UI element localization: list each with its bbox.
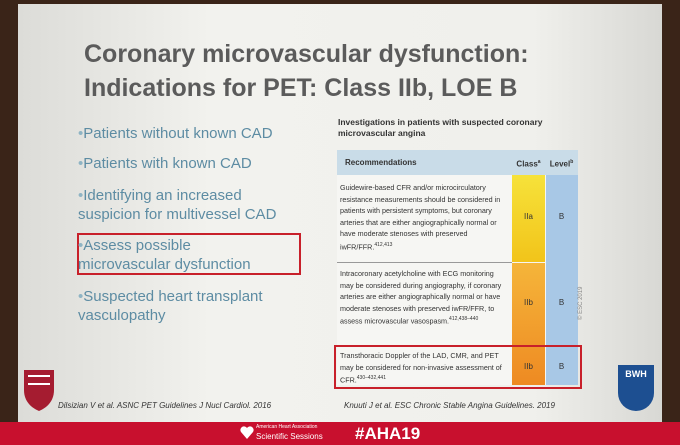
row-text: Guidewire-based CFR and/or microcirculat… [340,182,505,252]
table-caption: Investigations in patients with suspecte… [338,117,543,138]
level-label: B [558,298,565,307]
heart-logo [240,426,254,439]
logo-text: BWH [625,369,647,379]
shield-logo [24,370,54,411]
level-label: B [558,212,565,221]
header-text: Class [516,159,538,169]
header-text: Level [549,159,571,169]
banner [0,422,680,445]
bullet: •Suspected heart transplant vasculopathy [78,288,263,324]
reference: Dilsizian V et al. ASNC PET Guidelines J… [58,401,272,410]
hashtag: #AHA19 [355,424,421,443]
title-line: Indications for PET: Class IIb, LOE B [84,74,518,102]
bullet: •Patients with known CAD [78,155,252,172]
header-cell: Recommendations [337,150,512,175]
bullet: •Assess possible microvascular dysfuncti… [78,237,251,273]
row-refs: 412,413 [374,241,393,248]
row-text: Transthoracic Doppler of the LAD, CMR, a… [340,350,505,386]
copyright: © ESC 2019 [578,286,584,320]
row-rule [337,262,512,263]
bullet: •Patients without known CAD [78,125,273,142]
bullet-text: Patients with known CAD [83,155,252,172]
row-refs: 412,438–440 [449,316,479,322]
row-refs: 430–432,441 [356,375,386,381]
row-text: Transthoracic Doppler of the LAD, CMR, a… [340,351,502,385]
org-name: American Heart Association [256,424,318,430]
bullet: •Identifying an increased suspicion for … [78,187,277,223]
level-cell [546,175,578,385]
class-cell [512,263,545,385]
bwh-logo: BWH [618,365,654,411]
header-cell: Levelb [545,150,578,175]
reference: Knuuti J et al. ESC Chronic Stable Angin… [344,401,555,410]
footnote-mark: b [570,159,574,165]
row-text: Intracoronary acetylcholine with ECG mon… [340,268,505,327]
title-line: Coronary microvascular dysfunction: [84,40,529,68]
class-label: IIb [524,362,533,371]
footnote-mark: a [537,159,541,165]
class-cell [512,175,545,262]
level-label: B [558,362,565,371]
event-name: Scientific Sessions [256,432,323,441]
row-text: Guidewire-based CFR and/or microcirculat… [340,183,501,251]
header-cell: Classa [512,150,545,175]
bullet-text: Identifying an increased suspicion for m… [78,187,277,223]
highlight-box [334,345,582,389]
row-text: Intracoronary acetylcholine with ECG mon… [340,269,502,326]
bullet-text: Patients without known CAD [83,125,273,142]
class-label: IIa [524,212,533,221]
bullet-text: Suspected heart transplant vasculopathy [78,288,263,324]
class-label: IIb [524,298,533,307]
bullet-text: Assess possible microvascular dysfunctio… [78,237,251,273]
highlight-box [77,233,301,275]
